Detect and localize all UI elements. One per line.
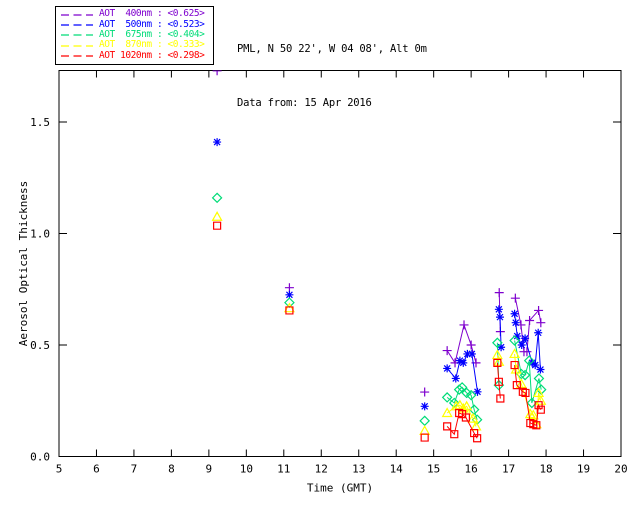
svg-text:0.0: 0.0 xyxy=(30,451,50,464)
data-date-text: Data from: 15 Apr 2016 xyxy=(237,97,372,109)
svg-text:20: 20 xyxy=(614,463,627,476)
svg-text:12: 12 xyxy=(315,463,328,476)
station-location-text: PML, N 50 22', W 04 08', Alt 0m xyxy=(237,43,427,55)
svg-text:11: 11 xyxy=(277,463,290,476)
svg-text:7: 7 xyxy=(131,463,138,476)
station-header: PML, N 50 22', W 04 08', Alt 0m Data fro… xyxy=(237,4,427,148)
legend-label: AOT 870nm : <0.333> xyxy=(99,39,205,51)
dashed-line-sample-icon xyxy=(61,55,93,57)
legend-entry-aot-1020nm: AOT 1020nm : <0.298> xyxy=(60,49,210,61)
dashed-line-sample-icon xyxy=(61,24,93,26)
dashed-line-sample-icon xyxy=(61,14,93,16)
svg-text:15: 15 xyxy=(427,463,440,476)
svg-text:6: 6 xyxy=(93,463,100,476)
svg-text:14: 14 xyxy=(390,463,404,476)
legend-entry-aot-675nm: AOT 675nm : <0.404> xyxy=(60,28,210,40)
dashed-line-sample-icon xyxy=(61,34,93,37)
svg-text:1.5: 1.5 xyxy=(30,116,50,129)
svg-text:Time (GMT): Time (GMT) xyxy=(307,482,373,495)
legend-label: AOT 675nm : <0.404> xyxy=(99,28,205,40)
svg-text:5: 5 xyxy=(56,463,63,476)
svg-text:Aerosol Optical Thickness: Aerosol Optical Thickness xyxy=(17,181,30,347)
legend-entry-aot-870nm: AOT 870nm : <0.333> xyxy=(60,40,210,50)
legend-label: AOT 500nm : <0.523> xyxy=(99,18,205,30)
legend-box: AOT 400nm : <0.625> AOT 500nm : <0.523> … xyxy=(55,6,214,65)
svg-text:13: 13 xyxy=(352,463,365,476)
legend-entry-aot-500nm: AOT 500nm : <0.523> xyxy=(60,19,210,29)
legend-label: AOT 1020nm : <0.298> xyxy=(99,49,205,61)
legend-entry-aot-400nm: AOT 400nm : <0.625> xyxy=(60,9,210,19)
svg-text:19: 19 xyxy=(577,463,590,476)
legend-label: AOT 400nm : <0.625> xyxy=(99,8,205,20)
svg-text:10: 10 xyxy=(240,463,253,476)
svg-text:9: 9 xyxy=(206,463,213,476)
svg-text:8: 8 xyxy=(168,463,175,476)
svg-text:1.0: 1.0 xyxy=(30,228,50,241)
dashed-line-sample-icon xyxy=(61,45,93,47)
svg-text:0.5: 0.5 xyxy=(30,339,50,352)
svg-text:18: 18 xyxy=(539,463,552,476)
svg-text:16: 16 xyxy=(465,463,478,476)
svg-text:17: 17 xyxy=(502,463,515,476)
